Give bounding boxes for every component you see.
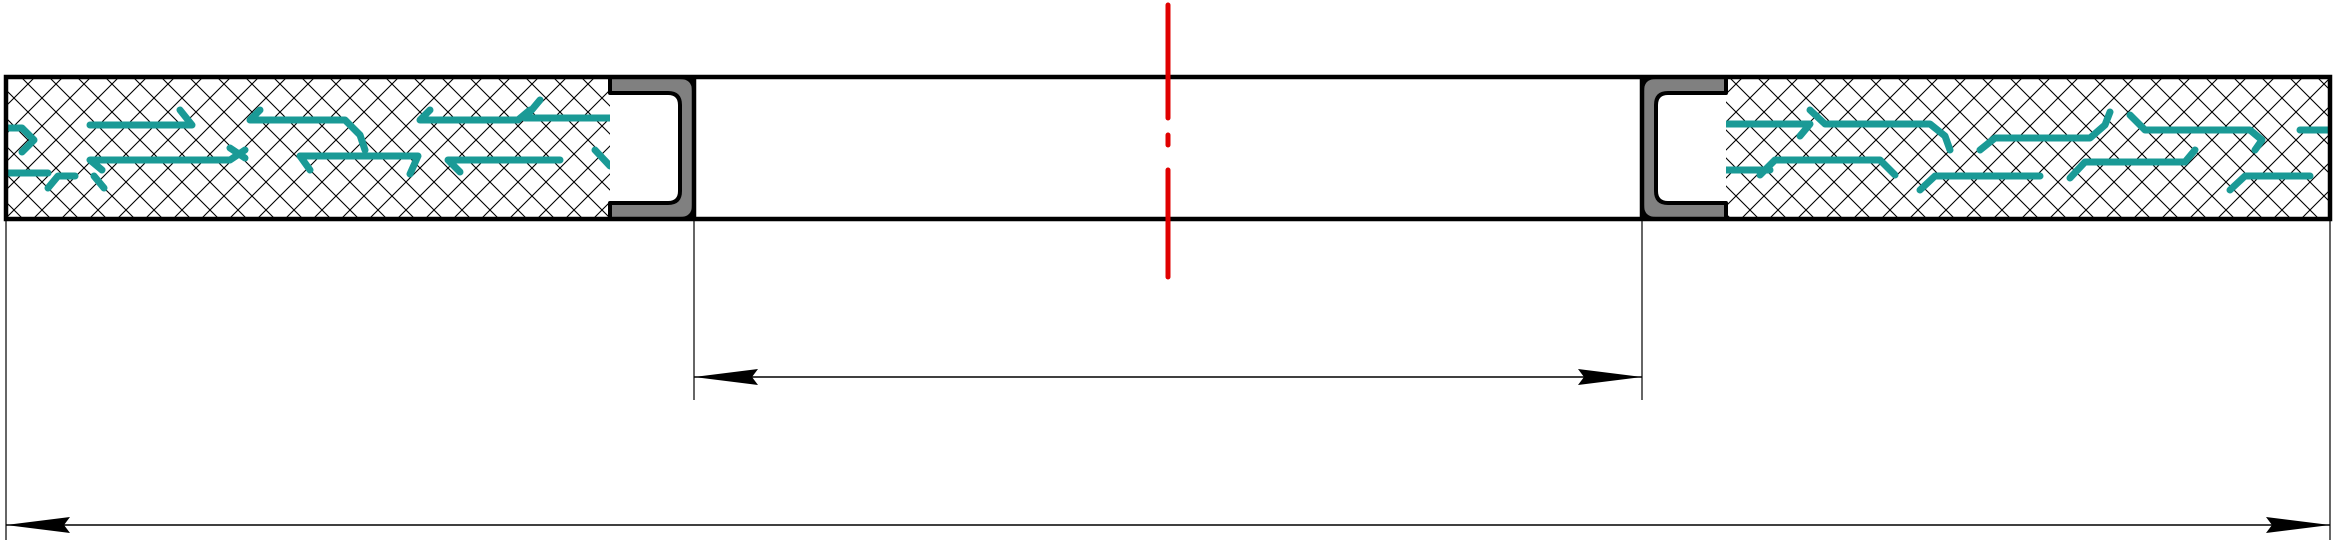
outer-diameter-dimension — [6, 517, 2330, 533]
right-gasket-body — [1726, 77, 2330, 219]
inner-diameter-dimension — [694, 369, 1642, 385]
right-reinforcement — [1726, 106, 2330, 194]
left-eyelet — [608, 75, 696, 221]
left-gasket-body — [6, 77, 610, 219]
right-eyelet — [1640, 75, 1728, 221]
extension-lines — [5, 219, 2331, 540]
left-reinforcement — [6, 96, 610, 192]
